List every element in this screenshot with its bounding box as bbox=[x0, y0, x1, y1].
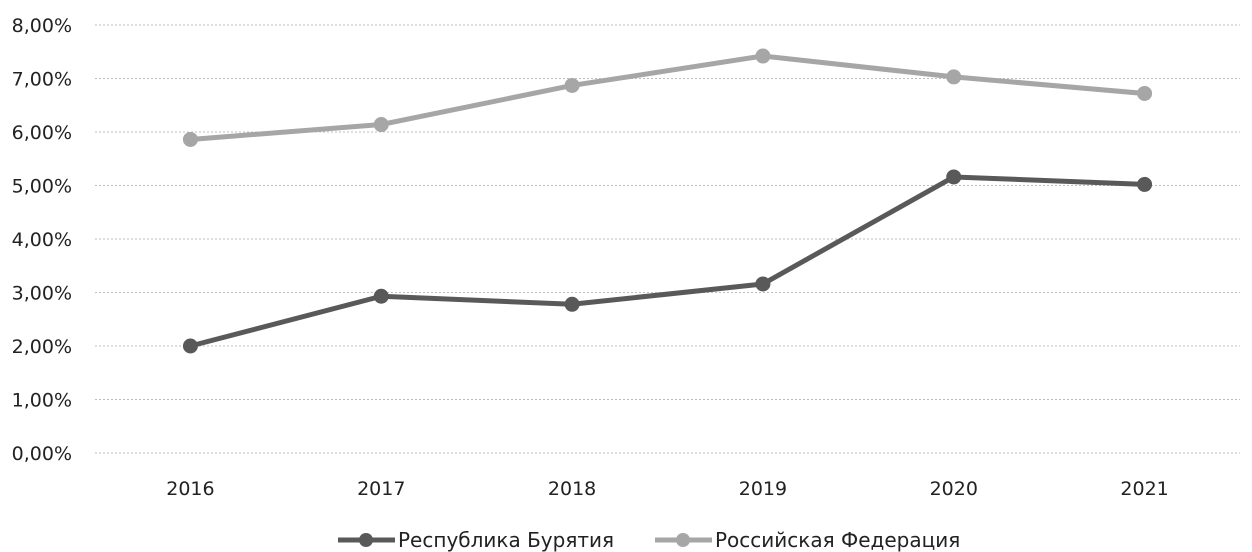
series-lines bbox=[182, 48, 1153, 354]
data-point bbox=[946, 169, 962, 185]
y-tick-label: 4,00% bbox=[12, 229, 72, 251]
series-1 bbox=[182, 169, 1153, 354]
legend-label: Российская Федерация bbox=[715, 528, 960, 552]
data-point bbox=[564, 296, 580, 312]
y-tick-label: 6,00% bbox=[12, 122, 72, 144]
legend-item: Российская Федерация bbox=[655, 528, 960, 552]
y-tick-label: 8,00% bbox=[12, 15, 72, 37]
series-2 bbox=[182, 48, 1153, 147]
legend-item: Республика Бурятия bbox=[338, 528, 614, 552]
y-tick-label: 7,00% bbox=[12, 69, 72, 91]
y-tick-label: 0,00% bbox=[12, 443, 72, 465]
data-point bbox=[1137, 85, 1153, 101]
y-tick-label: 2,00% bbox=[12, 336, 72, 358]
data-point bbox=[755, 276, 771, 292]
data-point bbox=[946, 69, 962, 85]
y-tick-label: 5,00% bbox=[12, 176, 72, 198]
data-point bbox=[564, 77, 580, 93]
data-point bbox=[1137, 176, 1153, 192]
legend: Республика Бурятия Российская Федерация bbox=[338, 528, 960, 552]
legend-swatch-marker bbox=[359, 533, 373, 547]
series-line bbox=[189, 174, 1145, 349]
x-tick-label: 2018 bbox=[548, 478, 596, 500]
data-point bbox=[755, 48, 771, 64]
data-point bbox=[373, 288, 389, 304]
series-line bbox=[190, 53, 1145, 142]
x-tick-label: 2016 bbox=[166, 478, 214, 500]
x-tick-label: 2020 bbox=[930, 478, 978, 500]
x-axis-tick-labels: 2016 2017 2018 2019 2020 2021 bbox=[166, 478, 1169, 500]
data-point bbox=[373, 117, 389, 133]
y-tick-label: 3,00% bbox=[12, 283, 72, 305]
x-tick-label: 2021 bbox=[1120, 478, 1168, 500]
legend-label: Республика Бурятия bbox=[398, 528, 614, 552]
legend-swatch-marker bbox=[676, 533, 690, 547]
data-point bbox=[182, 338, 198, 354]
x-tick-label: 2017 bbox=[357, 478, 405, 500]
y-axis-tick-labels: 0,00% 1,00% 2,00% 3,00% 4,00% 5,00% 6,00% 7,00%… bbox=[12, 15, 72, 465]
data-point bbox=[182, 131, 198, 147]
y-tick-label: 1,00% bbox=[12, 390, 72, 412]
x-tick-label: 2019 bbox=[739, 478, 787, 500]
